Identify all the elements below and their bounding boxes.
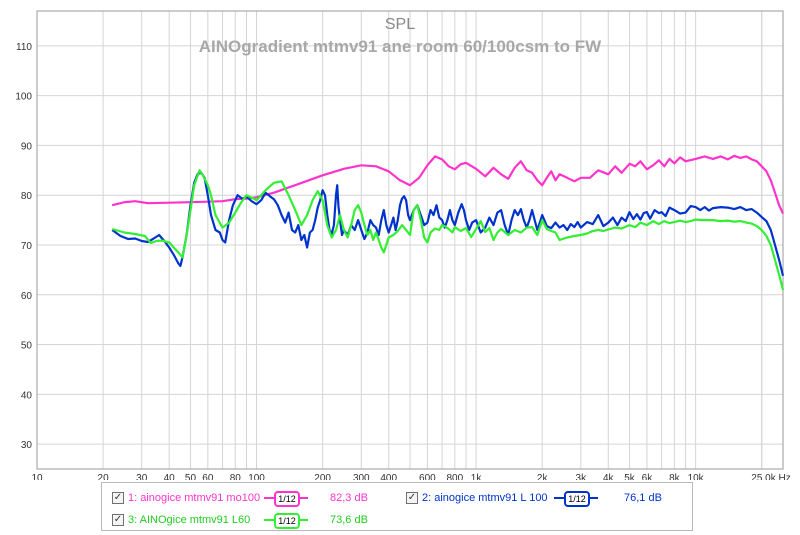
legend-value: 82,3 dB — [330, 492, 368, 504]
x-tick-label: 8k — [669, 473, 681, 480]
y-tick-label: 50 — [21, 341, 33, 352]
checkbox-series-3[interactable]: ✓ — [112, 514, 124, 526]
smoothing-label: 1/12 — [564, 491, 590, 507]
x-tick-label: 60 — [202, 473, 214, 480]
spl-chart: 30 40 50 60 70 80 90 100 110 10 20 30 40 50 60 80 100 20… — [15, 10, 791, 480]
checkbox-series-2[interactable]: ✓ — [406, 492, 418, 504]
checkbox-series-1[interactable]: ✓ — [112, 492, 124, 504]
series-line-2 — [111, 171, 785, 277]
legend-label: 1: ainogice mtmv91 mo100 — [128, 492, 261, 504]
x-tick-label: 300 — [353, 473, 370, 480]
x-tick-label: 800 — [446, 473, 463, 480]
x-tick-label: 6k — [642, 473, 654, 480]
x-tick-label: 1k — [471, 473, 483, 480]
x-tick-label: 30 — [136, 473, 148, 480]
y-tick-label: 60 — [21, 291, 33, 302]
series-line-1 — [111, 154, 784, 215]
y-tick-label: 100 — [15, 92, 32, 103]
x-tick-label: 4k — [603, 473, 615, 480]
legend-label: 2: ainogice mtmv91 L 100 — [422, 492, 548, 504]
y-tick-label: 90 — [21, 141, 33, 152]
legend: ✓ 1: ainogice mtmv91 mo100 1/12 82,3 dB … — [101, 482, 693, 531]
legend-value: 76,1 dB — [624, 492, 662, 504]
y-axis-labels: 30 40 50 60 70 80 90 100 110 — [15, 42, 32, 451]
x-tick-label: 400 — [380, 473, 397, 480]
x-tick-label: 20 — [98, 473, 110, 480]
x-tick-label: 50 — [185, 473, 197, 480]
x-tick-label: 3k — [576, 473, 588, 480]
chart-title: SPL — [385, 16, 415, 33]
smoothing-label: 1/12 — [274, 513, 300, 529]
y-tick-label: 80 — [21, 191, 33, 202]
x-tick-label: 80 — [230, 473, 242, 480]
x-tick-label: 600 — [419, 473, 436, 480]
x-tick-label: 10 — [31, 473, 43, 480]
series-lines — [111, 154, 785, 291]
chart-subtitle: AINOgradient mtmv91 ane room 60/100csm t… — [199, 37, 602, 56]
x-tick-label: 40 — [164, 473, 176, 480]
y-tick-label: 70 — [21, 241, 33, 252]
x-tick-label: 25,0k Hz — [751, 473, 790, 480]
x-tick-label: 2k — [537, 473, 549, 480]
smoothing-icon[interactable]: 1/12 — [554, 491, 598, 507]
legend-item-series-2[interactable]: ✓ 2: ainogice mtmv91 L 100 1/12 76,1 dB — [406, 490, 686, 507]
y-tick-label: 40 — [21, 390, 33, 401]
x-tick-label: 200 — [314, 473, 331, 480]
x-tick-label: 10k — [688, 473, 705, 480]
legend-item-series-3[interactable]: ✓ 3: AINOgice mtmv91 L60 1/12 73,6 dB — [112, 512, 392, 529]
plot-frame — [36, 10, 784, 470]
legend-value: 73,6 dB — [330, 514, 368, 526]
smoothing-icon[interactable]: 1/12 — [264, 491, 308, 507]
y-tick-label: 30 — [21, 440, 33, 451]
smoothing-icon[interactable]: 1/12 — [264, 513, 308, 529]
smoothing-label: 1/12 — [274, 491, 300, 507]
series-line-3 — [111, 169, 785, 291]
y-tick-label: 110 — [16, 42, 32, 53]
legend-item-series-1[interactable]: ✓ 1: ainogice mtmv91 mo100 1/12 82,3 dB — [112, 490, 392, 507]
legend-label: 3: AINOgice mtmv91 L60 — [128, 514, 251, 526]
x-axis-labels: 10 20 30 40 50 60 80 100 200 300 400 600 800 1k 2k 3k 4k… — [31, 473, 790, 480]
x-tick-label: 5k — [624, 473, 636, 480]
x-tick-label: 100 — [248, 473, 265, 480]
